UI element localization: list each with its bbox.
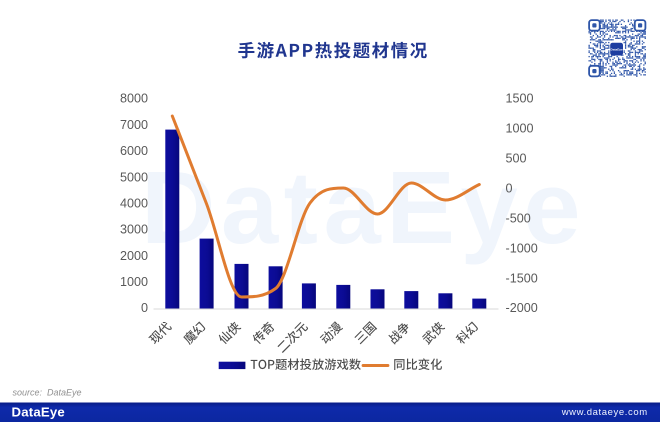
svg-text:-1000: -1000 (506, 241, 538, 255)
svg-text:1500: 1500 (506, 92, 534, 106)
svg-text:6000: 6000 (120, 144, 148, 158)
svg-text:7000: 7000 (120, 118, 148, 132)
svg-text:3000: 3000 (120, 223, 148, 237)
svg-text:DataEye: DataEye (12, 404, 65, 419)
svg-text:500: 500 (506, 152, 527, 166)
svg-text:-1500: -1500 (506, 271, 538, 285)
svg-text:source: DataEye: source: DataEye (13, 388, 82, 398)
svg-text:0: 0 (506, 182, 513, 196)
svg-text:5000: 5000 (120, 170, 148, 184)
svg-text:DataEye: DataEye (141, 150, 586, 265)
svg-text:DataEye: DataEye (610, 47, 622, 51)
svg-text:www.dataeye.com: www.dataeye.com (561, 407, 648, 418)
svg-text:0: 0 (141, 301, 148, 315)
svg-text:2000: 2000 (120, 249, 148, 263)
svg-text:4000: 4000 (120, 197, 148, 211)
svg-text:1000: 1000 (506, 122, 534, 136)
svg-text:8000: 8000 (120, 92, 148, 106)
svg-text:1000: 1000 (120, 275, 148, 289)
svg-text:-2000: -2000 (506, 301, 538, 315)
svg-text:-500: -500 (506, 211, 531, 225)
